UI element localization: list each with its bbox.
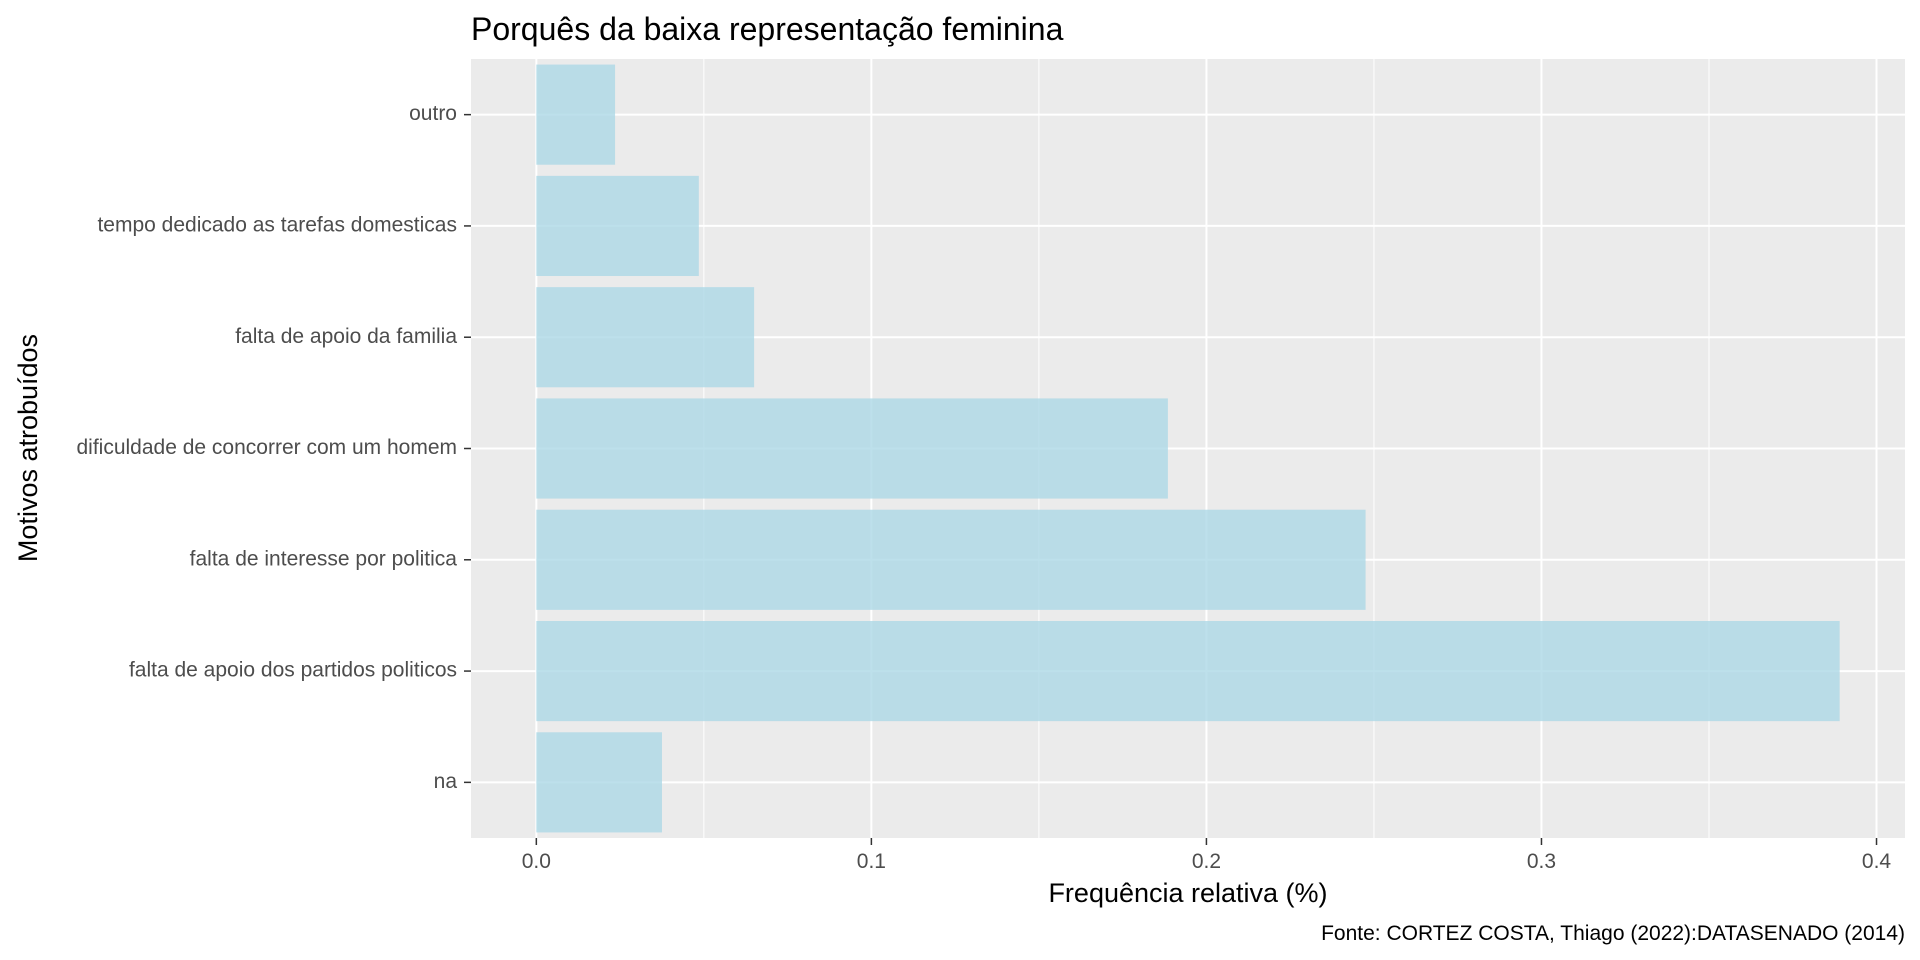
bar <box>536 287 755 388</box>
y-tick-label: na <box>434 770 458 793</box>
bar <box>536 620 1840 722</box>
bar <box>536 732 662 833</box>
x-axis-title: Frequência relativa (%) <box>1048 878 1327 908</box>
bar <box>536 509 1366 610</box>
y-tick-label: falta de interesse por politica <box>190 547 458 570</box>
y-tick-label: tempo dedicado as tarefas domesticas <box>97 213 457 236</box>
y-tick-label: outro <box>409 102 457 125</box>
y-tick-label: dificuldade de concorrer com um homem <box>76 436 457 459</box>
x-tick-label: 0.4 <box>1862 850 1892 873</box>
y-axis: outro tempo dedicado as tarefas domestica… <box>76 102 471 793</box>
bar <box>536 64 616 165</box>
y-axis-title: Motivos atrobuídos <box>13 334 43 562</box>
y-tick-label: falta de apoio da familia <box>235 325 457 348</box>
x-tick-label: 0.0 <box>522 850 551 873</box>
x-axis: 0.0 0.1 0.2 0.3 0.4 <box>522 838 1892 873</box>
x-tick-label: 0.1 <box>857 850 886 873</box>
x-tick-label: 0.3 <box>1527 850 1556 873</box>
bar <box>536 398 1168 499</box>
bars <box>536 64 1840 833</box>
chart-caption: Fonte: CORTEZ COSTA, Thiago (2022):DATAS… <box>1321 922 1905 945</box>
bar <box>536 175 699 277</box>
chart-title: Porquês da baixa representação feminina <box>471 11 1064 47</box>
x-tick-label: 0.2 <box>1192 850 1221 873</box>
y-tick-label: falta de apoio dos partidos politicos <box>129 659 457 682</box>
